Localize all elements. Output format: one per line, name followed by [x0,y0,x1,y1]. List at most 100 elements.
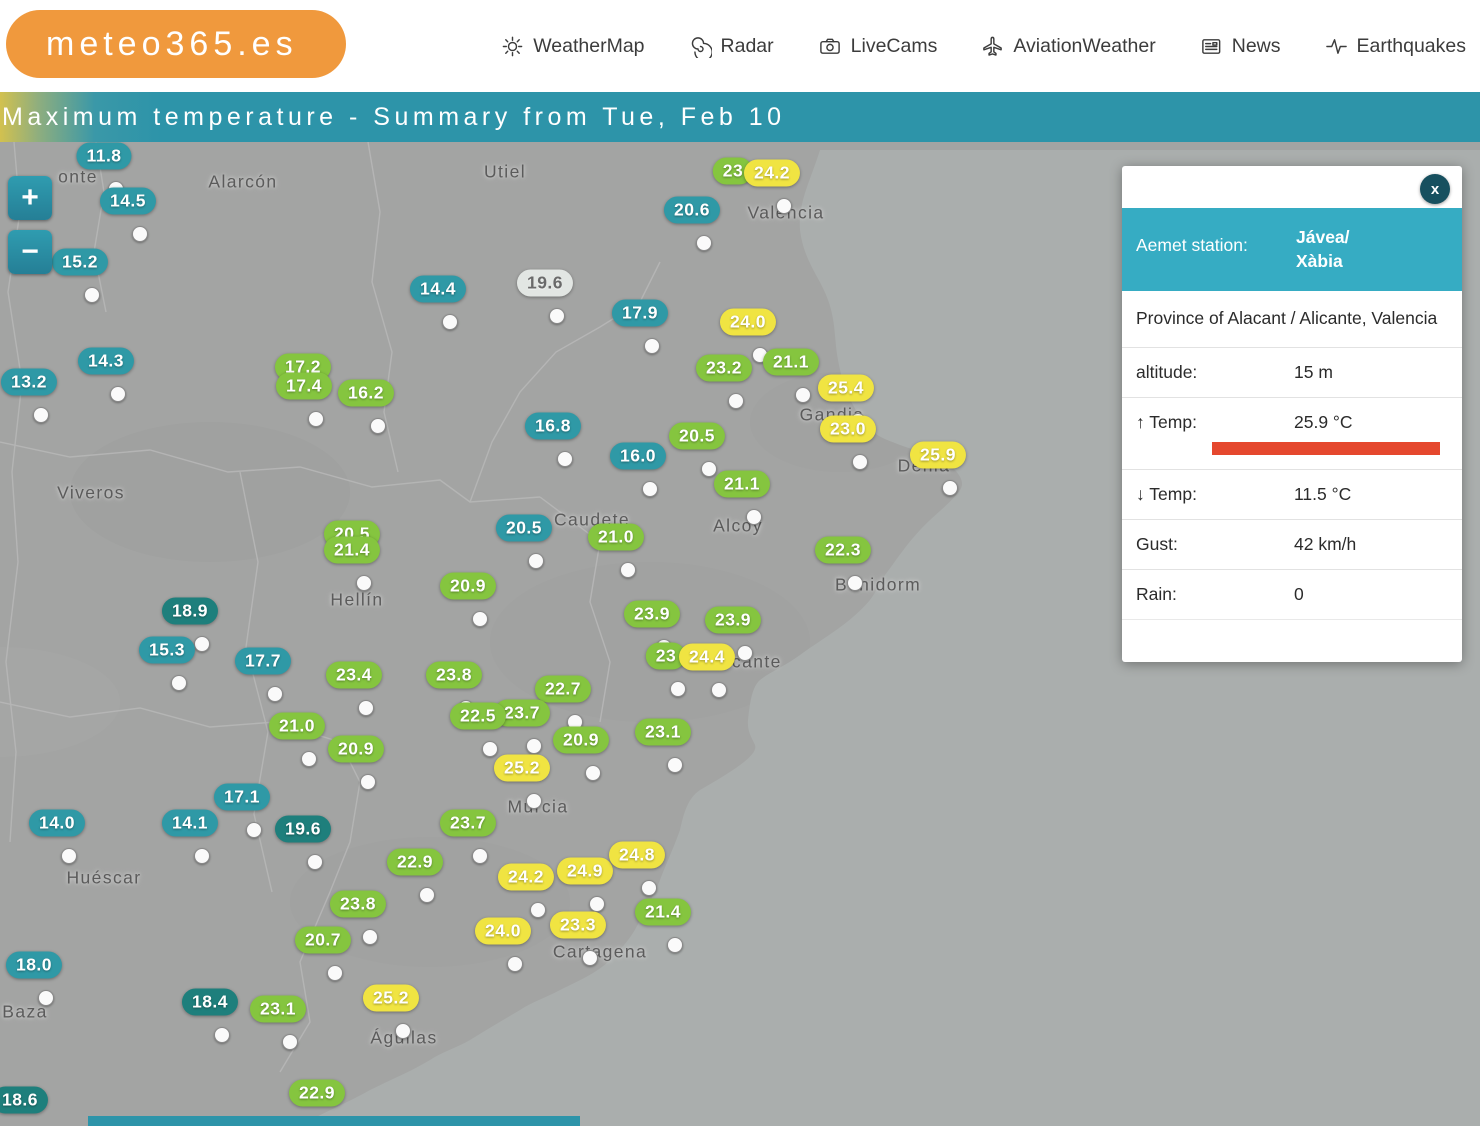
temp-badge[interactable]: 23.1 [635,719,691,746]
temp-badge[interactable]: 21.0 [269,713,325,740]
station-dot[interactable] [370,418,386,434]
station-dot[interactable] [644,338,660,354]
zoom-out-button[interactable]: − [8,230,52,274]
station-dot[interactable] [737,645,753,661]
temp-badge[interactable]: 17.7 [235,648,291,675]
station-dot[interactable] [641,880,657,896]
temp-badge[interactable]: 22.5 [450,703,506,730]
station-dot[interactable] [472,848,488,864]
station-dot[interactable] [482,741,498,757]
nav-item-earthquakes[interactable]: Earthquakes [1325,35,1467,58]
temp-badge[interactable]: 21.4 [635,899,691,926]
temp-badge[interactable]: 23.8 [330,891,386,918]
temp-badge[interactable]: 23.2 [696,355,752,382]
station-dot[interactable] [746,509,762,525]
temp-badge[interactable]: 14.4 [410,276,466,303]
temp-badge[interactable]: 18.0 [6,952,62,979]
temp-badge[interactable]: 23.7 [440,810,496,837]
temp-badge[interactable]: 22.3 [815,537,871,564]
temp-badge[interactable]: 23.9 [705,607,761,634]
temp-badge[interactable]: 16.2 [338,380,394,407]
temp-badge[interactable]: 14.5 [100,188,156,215]
temp-badge[interactable]: 13.2 [1,369,57,396]
station-dot[interactable] [667,757,683,773]
temp-badge[interactable]: 19.6 [517,270,573,297]
temp-badge[interactable]: 20.9 [553,727,609,754]
station-dot[interactable] [582,950,598,966]
temp-badge[interactable]: 14.1 [162,810,218,837]
temp-badge[interactable]: 15.3 [139,637,195,664]
station-dot[interactable] [419,887,435,903]
site-logo[interactable]: meteo365.es [6,10,346,78]
station-dot[interactable] [557,451,573,467]
station-dot[interactable] [194,636,210,652]
temp-badge[interactable]: 23.9 [624,601,680,628]
station-dot[interactable] [472,611,488,627]
station-dot[interactable] [667,937,683,953]
temp-badge[interactable]: 19.6 [275,816,331,843]
temp-badge[interactable]: 24.2 [744,160,800,187]
station-dot[interactable] [696,235,712,251]
temp-badge[interactable]: 23.8 [426,662,482,689]
station-dot[interactable] [356,575,372,591]
station-dot[interactable] [110,386,126,402]
station-dot[interactable] [327,965,343,981]
temp-badge[interactable]: 20.9 [328,736,384,763]
station-dot[interactable] [362,929,378,945]
temp-badge[interactable]: 18.4 [182,989,238,1016]
station-dot[interactable] [847,575,863,591]
temp-badge[interactable]: 21.0 [588,524,644,551]
station-dot[interactable] [589,896,605,912]
temp-badge[interactable]: 11.8 [76,143,131,170]
temp-badge[interactable]: 22.9 [289,1080,345,1107]
temp-badge[interactable]: 24.9 [557,858,613,885]
station-dot[interactable] [308,411,324,427]
temp-badge[interactable]: 17.1 [214,784,270,811]
temp-badge[interactable]: 20.5 [496,515,552,542]
temp-badge[interactable]: 20.7 [295,927,351,954]
station-dot[interactable] [395,1023,411,1039]
temp-badge[interactable]: 22.7 [535,676,591,703]
station-dot[interactable] [301,751,317,767]
station-dot[interactable] [526,738,542,754]
temp-badge[interactable]: 23.4 [326,662,382,689]
station-dot[interactable] [852,454,868,470]
station-dot[interactable] [776,198,792,214]
station-dot[interactable] [507,956,523,972]
station-dot[interactable] [132,226,148,242]
nav-item-radar[interactable]: Radar [689,35,774,58]
station-dot[interactable] [442,314,458,330]
temp-badge[interactable]: 24.2 [498,864,554,891]
temp-badge[interactable]: 25.4 [818,375,874,402]
temp-badge[interactable]: 21.1 [714,471,770,498]
station-dot[interactable] [701,461,717,477]
station-dot[interactable] [642,481,658,497]
station-dot[interactable] [282,1034,298,1050]
station-dot[interactable] [246,822,262,838]
station-dot[interactable] [795,387,811,403]
temp-badge[interactable]: 25.9 [910,442,966,469]
temp-badge[interactable]: 20.5 [669,423,725,450]
temp-badge[interactable]: 16.8 [525,413,581,440]
station-dot[interactable] [360,774,376,790]
station-dot[interactable] [171,675,187,691]
temp-badge[interactable]: 21.4 [324,537,380,564]
temp-badge[interactable]: 14.3 [78,348,134,375]
temp-badge[interactable]: 18.9 [162,598,218,625]
station-dot[interactable] [549,308,565,324]
temp-badge[interactable]: 24.4 [679,644,735,671]
temp-badge[interactable]: 25.2 [363,985,419,1012]
temp-badge[interactable]: 24.8 [609,842,665,869]
station-dot[interactable] [670,681,686,697]
nav-item-aviationweather[interactable]: AviationWeather [981,35,1155,58]
temp-badge[interactable]: 14.0 [29,810,85,837]
station-dot[interactable] [307,854,323,870]
nav-item-weathermap[interactable]: WeatherMap [501,35,644,58]
station-dot[interactable] [214,1027,230,1043]
station-dot[interactable] [530,902,546,918]
temp-badge[interactable]: 24.0 [475,918,531,945]
station-dot[interactable] [942,480,958,496]
nav-item-livecams[interactable]: LiveCams [818,35,938,58]
station-dot[interactable] [84,287,100,303]
station-dot[interactable] [620,562,636,578]
